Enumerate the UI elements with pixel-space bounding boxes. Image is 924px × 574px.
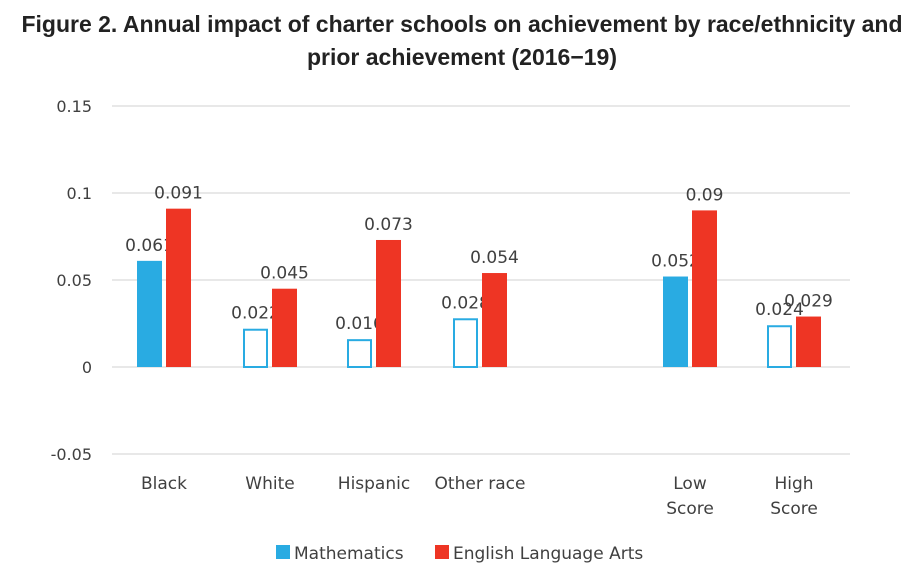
chart-title: Figure 2. Annual impact of charter schoo… <box>0 8 924 74</box>
x-category-label: High <box>774 474 813 494</box>
bar <box>482 273 507 367</box>
bar <box>767 325 792 368</box>
x-category-label: Score <box>770 499 818 519</box>
x-category-label: Score <box>666 499 714 519</box>
legend-label: Mathematics <box>294 544 404 564</box>
legend-swatch <box>435 545 449 559</box>
data-label: 0.091 <box>154 184 203 204</box>
y-tick-label: 0 <box>82 358 92 377</box>
data-label: 0.016 <box>335 314 384 334</box>
bar <box>376 239 401 367</box>
data-label: 0.054 <box>470 248 519 268</box>
bar <box>137 260 162 367</box>
data-label: 0.028 <box>441 293 490 313</box>
data-label: 0.061 <box>125 236 174 256</box>
x-category-label: Hispanic <box>338 474 410 494</box>
bar <box>347 339 372 369</box>
data-label: 0.052 <box>651 252 700 272</box>
data-label: 0.09 <box>686 185 724 205</box>
data-label: 0.045 <box>260 264 309 284</box>
y-tick-label: -0.05 <box>51 445 92 464</box>
bar <box>453 318 478 368</box>
bar <box>272 288 297 367</box>
bar <box>692 210 717 367</box>
x-category-label: Low <box>673 474 707 494</box>
data-label: 0.024 <box>755 300 804 320</box>
x-category-label: Other race <box>435 474 526 494</box>
bar <box>166 208 191 367</box>
legend-label: English Language Arts <box>453 544 643 564</box>
x-category-label: White <box>245 474 294 494</box>
x-category-label: Black <box>141 474 187 494</box>
chart-title-line-2: prior achievement (2016−19) <box>306 44 618 70</box>
data-label: 0.022 <box>231 304 280 324</box>
y-tick-label: 0.1 <box>67 184 92 203</box>
bar <box>796 316 821 367</box>
y-tick-label: 0.15 <box>56 97 92 116</box>
bar <box>243 328 268 368</box>
chart-title-line-1: Figure 2. Annual impact of charter schoo… <box>21 11 903 37</box>
data-label: 0.029 <box>784 292 833 312</box>
legend-swatch <box>276 545 290 559</box>
bar <box>663 276 688 367</box>
data-label: 0.073 <box>364 215 413 235</box>
y-tick-label: 0.05 <box>56 271 92 290</box>
